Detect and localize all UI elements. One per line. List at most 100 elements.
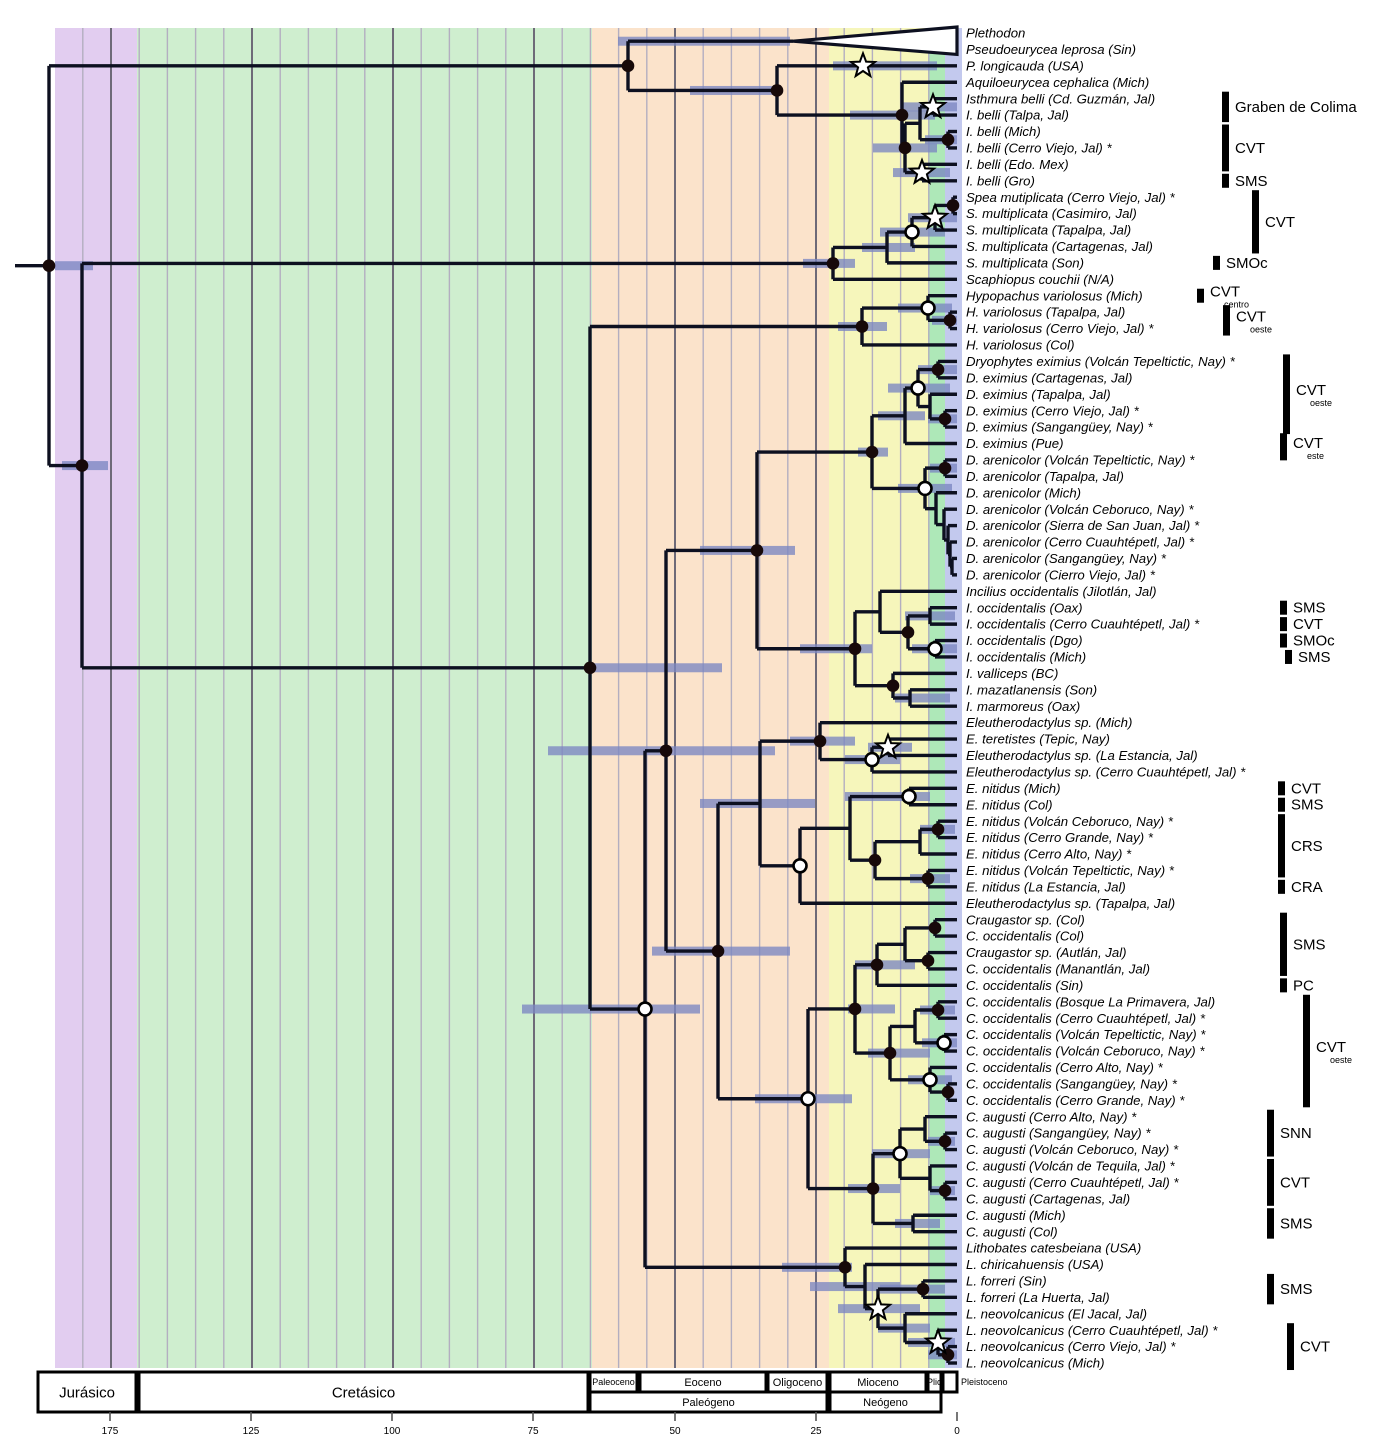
node-dot-icon <box>901 626 915 639</box>
node-dot-icon <box>583 661 597 675</box>
node-circle-icon <box>800 1090 816 1107</box>
timescale-label: Mioceno <box>857 1377 899 1389</box>
clade-label: CVT <box>1296 382 1326 399</box>
clade-sublabel: oeste <box>1250 324 1272 334</box>
node-circle-icon <box>901 788 917 805</box>
node-dot-icon <box>946 199 960 212</box>
tip-label: L. forreri (La Huerta, Jal) <box>966 1290 1110 1305</box>
tip-label: L. forreri (Sin) <box>966 1274 1047 1289</box>
timescale-box <box>828 1390 943 1414</box>
clade-label: SMS <box>1293 936 1326 953</box>
tip-label: H. variolosus (Col) <box>966 338 1074 353</box>
hpd-bar <box>895 693 950 703</box>
tip-label: C. augusti (Cerro Cuauhtépetl, Jal) * <box>966 1175 1179 1190</box>
clade-bar <box>1197 288 1204 303</box>
tip-label: Scaphiopus couchii (N/A) <box>966 272 1114 287</box>
node-dot-icon <box>938 412 952 426</box>
tip-label: C. occidentalis (Volcán Tepeltictic, Nay… <box>966 1027 1206 1042</box>
tip-label: D. arenicolor (Sierra de San Juan, Jal) … <box>966 518 1200 533</box>
timescale-label: Eoceno <box>684 1377 721 1389</box>
tip-label: C. augusti (Sangangüey, Nay) * <box>966 1126 1151 1141</box>
tip-label: D. arenicolor (Cerro Cuauhtépetl, Jal) * <box>966 535 1195 550</box>
node-star-icon <box>848 50 878 79</box>
clade-label: PC <box>1293 977 1314 994</box>
clade-label: SMS <box>1235 173 1268 190</box>
node-dot-icon <box>659 744 673 758</box>
clade-bar <box>1280 617 1287 632</box>
tip-label: C. augusti (Col) <box>966 1224 1058 1239</box>
node-circle-icon <box>792 858 808 874</box>
node-dot-icon <box>848 1002 862 1016</box>
tip-label: I. belli (Mich) <box>966 124 1041 139</box>
node-dot-icon <box>870 958 884 972</box>
node-dot-icon <box>898 141 912 155</box>
tip-label: E. nitidus (Cerro Grande, Nay) * <box>966 830 1154 845</box>
tip-label: L. neovolcanicus (Cerro Cuauhtépetl, Jal… <box>966 1323 1218 1338</box>
clade-bars: Graben de ColimaCVTSMSCVTSMOcCVTcentroCV… <box>1197 91 1357 1371</box>
tip-label: D. eximius (Cartagenas, Jal) <box>966 370 1132 385</box>
clade-label: CVT <box>1236 308 1266 325</box>
tip-label: Eleutherodactylus sp. (Cerro Cuauhtépetl… <box>966 765 1246 780</box>
node-dot-icon <box>886 679 900 692</box>
tip-label: C. augusti (Mich) <box>966 1208 1066 1223</box>
clade-label: SMS <box>1298 649 1331 666</box>
node-dot-icon <box>916 1282 930 1296</box>
node-circle-icon <box>904 224 920 240</box>
node-star-icon <box>920 202 950 231</box>
clade-label: SMOc <box>1293 633 1335 650</box>
clade-bar <box>1267 1208 1274 1239</box>
clade-sublabel: oeste <box>1310 398 1332 408</box>
tip-label: Aquiloeurycea cephalica (Mich) <box>965 75 1149 90</box>
tip-label: I. occidentalis (Mich) <box>966 650 1086 665</box>
tip-label: L. neovolcanicus (Mich) <box>966 1356 1105 1371</box>
node-dot-icon <box>895 108 909 122</box>
clade-label: CVT <box>1235 140 1265 157</box>
tip-label: D. eximius (Pue) <box>966 436 1063 451</box>
timescale-label: Paleógeno <box>682 1397 735 1409</box>
tip-label: S. multiplicata (Cartagenas, Jal) <box>966 239 1153 254</box>
tip-label: C. occidentalis (Col) <box>966 929 1084 944</box>
node-dot-icon <box>770 84 784 97</box>
tip-label: S. multiplicata (Son) <box>966 255 1084 270</box>
clade-label: CVT <box>1280 1174 1310 1191</box>
clade-bar <box>1213 255 1220 270</box>
axis-tick-label: 100 <box>384 1426 401 1437</box>
tip-label: Eleutherodactylus sp. (Mich) <box>966 715 1132 730</box>
tip-label: I. belli (Edo. Mex) <box>966 157 1069 172</box>
tip-label: E. nitidus (Cerro Alto, Nay) * <box>966 847 1132 862</box>
node-star-icon <box>873 731 903 760</box>
clade-bar <box>1267 1273 1274 1305</box>
tip-label: I. mazatlanensis (Son) <box>966 682 1097 697</box>
tip-label: D. arenicolor (Sangangüey, Nay) * <box>966 551 1167 566</box>
clade-label: SMS <box>1280 1215 1313 1232</box>
clade-bar <box>1252 190 1259 254</box>
tip-label: H. variolosus (Tapalpa, Jal) <box>966 305 1125 320</box>
tip-label: C. occidentalis (Manantlán, Jal) <box>966 962 1150 977</box>
clade-bar <box>1280 633 1287 648</box>
clade-bar <box>1267 1158 1274 1206</box>
clade-bar <box>1283 354 1290 435</box>
tip-label: Lithobates catesbeiana (USA) <box>966 1241 1141 1256</box>
clade-label: SMS <box>1280 1281 1313 1298</box>
tip-label: C. augusti (Volcán de Tequila, Jal) * <box>966 1159 1176 1174</box>
tip-label: Pseudoeurycea leprosa (Sin) <box>966 42 1136 57</box>
clade-bar <box>1280 978 1287 993</box>
timescale-box <box>137 1370 590 1414</box>
clade-label: CVT <box>1316 1039 1346 1056</box>
hpd-bar <box>848 1004 895 1014</box>
clade-sublabel: centro <box>1224 300 1249 310</box>
node-circle-icon <box>637 1001 653 1017</box>
tip-label: I. occidentalis (Dgo) <box>966 633 1083 648</box>
axis-tick-label: 0 <box>954 1426 960 1437</box>
tip-label: I. valliceps (BC) <box>966 666 1058 681</box>
node-dot-icon <box>42 259 56 273</box>
tip-label: C. occidentalis (Bosque La Primavera, Ja… <box>966 994 1215 1009</box>
tip-label: C. augusti (Cerro Alto, Nay) * <box>966 1109 1137 1124</box>
clade-sublabel: este <box>1307 451 1324 461</box>
node-dot-icon <box>941 1085 955 1099</box>
tip-label: L. neovolcanicus (El Jacal, Jal) <box>966 1306 1147 1321</box>
tip-label: S. multiplicata (Casimiro, Jal) <box>966 206 1137 221</box>
clade-bar <box>1280 433 1287 461</box>
tip-label: C. augusti (Cartagenas, Jal) <box>966 1191 1130 1206</box>
node-dot-icon <box>865 445 879 459</box>
